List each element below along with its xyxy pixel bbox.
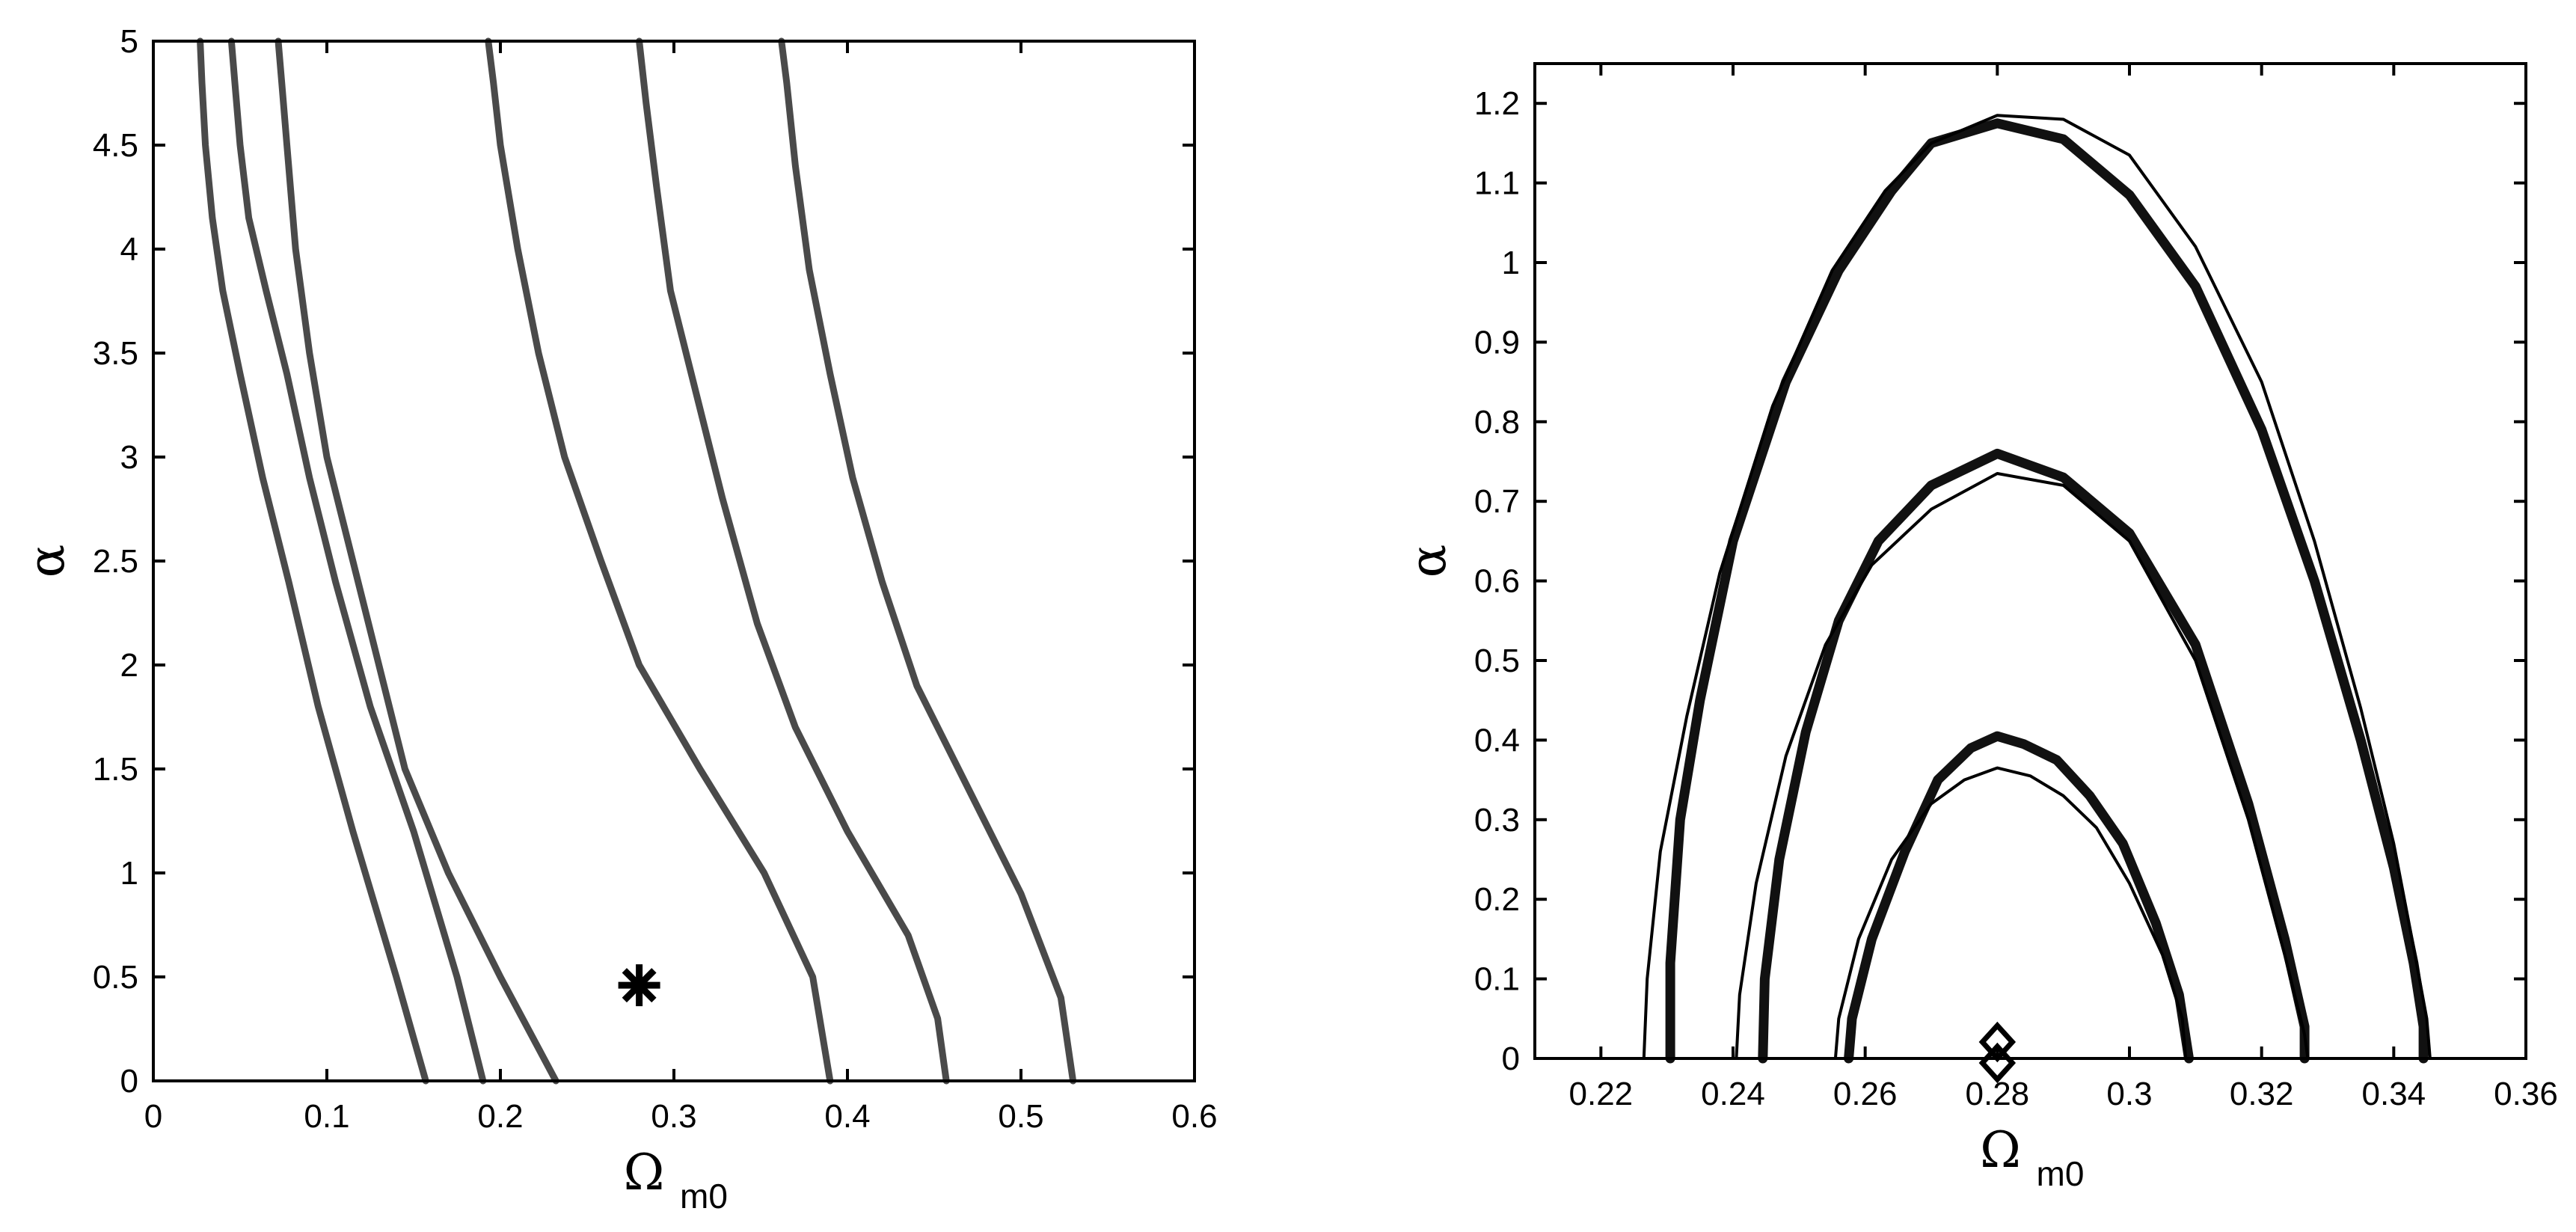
x-tick-label: 0.1 bbox=[304, 1098, 349, 1135]
y-tick-label: 0.9 bbox=[1474, 324, 1520, 361]
contour-line-2 bbox=[275, 37, 559, 1085]
y-tick-label: 4 bbox=[120, 231, 138, 268]
y-tick-label: 0.1 bbox=[1474, 961, 1520, 998]
plot-frame bbox=[152, 40, 1196, 1082]
y-tick-label: 0.6 bbox=[1474, 563, 1520, 600]
contour-line-0 bbox=[197, 37, 429, 1085]
contour-line-1 bbox=[1833, 766, 2188, 1060]
y-tick-label: 0.5 bbox=[93, 959, 138, 996]
y-tick-label: 0.2 bbox=[1474, 881, 1520, 918]
contour-line-4 bbox=[1665, 118, 2429, 1064]
y-tick-label: 4.5 bbox=[93, 127, 138, 164]
y-tick-label: 0.4 bbox=[1474, 722, 1520, 758]
contour-line-1 bbox=[227, 37, 487, 1085]
x-tick-label: 0.4 bbox=[824, 1098, 870, 1135]
x-tick-label: 0.2 bbox=[477, 1098, 523, 1135]
x-axis-label-subscript: m0 bbox=[2037, 1154, 2085, 1193]
x-tick-label: 0.36 bbox=[2494, 1076, 2558, 1112]
y-tick-label: 1 bbox=[1502, 245, 1520, 281]
star-stroke bbox=[622, 968, 657, 1003]
y-tick-label: 1.2 bbox=[1474, 85, 1520, 122]
x-tick-label: 0.32 bbox=[2230, 1076, 2294, 1112]
x-tick-label: 0.34 bbox=[2362, 1076, 2426, 1112]
y-tick-label: 1.1 bbox=[1474, 165, 1520, 202]
y-tick-label: 5 bbox=[120, 23, 138, 60]
contour-line-2 bbox=[1758, 448, 2310, 1064]
plot-frame bbox=[1533, 62, 2527, 1060]
contour-line-3 bbox=[485, 37, 834, 1085]
y-tick-label: 0 bbox=[1502, 1041, 1520, 1077]
chart-right: 0.22 0.24 0.26 0.28 0.3 0.32 0.34 0.36 0 0.1 0.2 0.… bbox=[1399, 62, 2558, 1193]
contour-line-4 bbox=[636, 37, 950, 1085]
contour-line-5 bbox=[778, 37, 1077, 1085]
y-tick-label: 1 bbox=[120, 855, 138, 892]
x-tick-label: 0.28 bbox=[1966, 1076, 2030, 1112]
y-tick-label: 0.8 bbox=[1474, 404, 1520, 441]
y-tick-label: 0.3 bbox=[1474, 802, 1520, 839]
best-fit-star-marker bbox=[618, 964, 660, 1007]
contour-line-3 bbox=[1735, 472, 2310, 1060]
chart-left: 0 0.1 0.2 0.3 0.4 0.5 0.6 0 0.5 1 1.5 2 2.5 3 3.5 4 4.5 5… bbox=[18, 23, 1218, 1216]
y-tick-label: 0 bbox=[120, 1063, 138, 1100]
y-tick-label: 3.5 bbox=[93, 335, 138, 372]
x-axis-label-subscript: m0 bbox=[680, 1177, 728, 1216]
y-axis-label: α bbox=[18, 545, 76, 578]
contour-line-0 bbox=[1844, 731, 2194, 1064]
x-tick-label: 0.26 bbox=[1833, 1076, 1898, 1112]
x-tick-label: 0.22 bbox=[1569, 1076, 1634, 1112]
y-tick-label: 0.7 bbox=[1474, 483, 1520, 520]
x-tick-label: 0.6 bbox=[1171, 1098, 1217, 1135]
x-axis-label: Ω bbox=[624, 1144, 665, 1201]
x-tick-label: 0 bbox=[144, 1098, 162, 1135]
x-axis-label: Ω bbox=[1980, 1121, 2021, 1179]
y-tick-label: 2 bbox=[120, 647, 138, 684]
y-tick-label: 2.5 bbox=[93, 543, 138, 580]
x-tick-label: 0.24 bbox=[1701, 1076, 1765, 1112]
x-tick-label: 0.3 bbox=[2106, 1076, 2152, 1112]
y-tick-label: 3 bbox=[120, 439, 138, 476]
contour-line-5 bbox=[1642, 114, 2432, 1060]
x-tick-label: 0.3 bbox=[651, 1098, 696, 1135]
y-tick-label: 0.5 bbox=[1474, 643, 1520, 679]
x-tick-label: 0.5 bbox=[998, 1098, 1043, 1135]
y-tick-label: 1.5 bbox=[93, 751, 138, 788]
y-axis-label: α bbox=[1399, 545, 1457, 578]
